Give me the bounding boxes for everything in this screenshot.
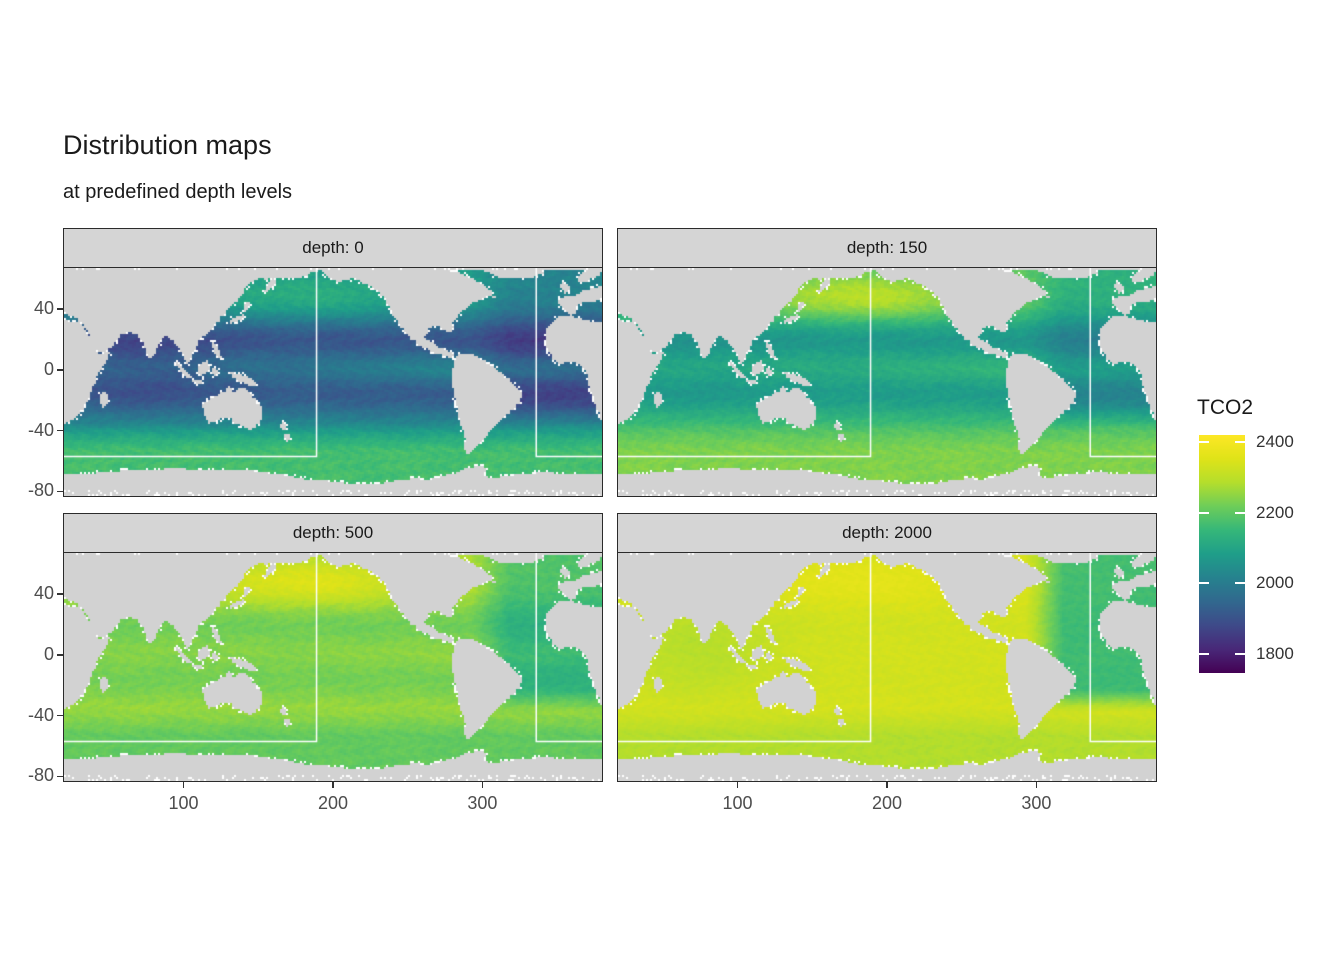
x-axis-tick-mark <box>332 782 334 788</box>
x-axis-tick-mark <box>1035 782 1038 788</box>
colorbar-tick-mark <box>1199 511 1209 514</box>
y-axis-tick-label: 40 <box>33 298 54 319</box>
x-axis-tick-label: 200 <box>317 793 349 813</box>
facet-strip-label: depth: 0 <box>302 238 364 257</box>
x-axis-tick-mark <box>736 782 739 788</box>
map-canvas-depth-500 <box>64 553 602 781</box>
colorbar-tick-label: 2400 <box>1256 432 1294 452</box>
facet-strip-depth-150: depth: 150 <box>617 228 1157 268</box>
x-axis-tick-mark <box>182 782 185 788</box>
x-axis-tick-label: 100 <box>168 793 199 813</box>
y-axis-tick-label: 0 <box>43 643 54 664</box>
y-axis-tick-mark <box>57 775 63 778</box>
colorbar-tick-mark <box>1199 582 1209 585</box>
map-canvas-depth-150 <box>618 268 1156 496</box>
facet-strip-depth-2000: depth: 2000 <box>617 513 1157 553</box>
y-axis-tick-label: -80 <box>27 765 54 786</box>
y-axis-tick-mark <box>57 429 63 432</box>
facet-strip-label: depth: 500 <box>292 523 374 542</box>
y-axis-tick-mark <box>57 714 63 717</box>
map-canvas-depth-2000 <box>618 553 1156 781</box>
y-axis-tick-label: 40 <box>33 583 54 604</box>
chart-subtitle: at predefined depth levels <box>63 181 293 203</box>
y-axis-tick-mark <box>57 593 63 595</box>
x-axis-tick-label: 200 <box>871 793 903 813</box>
y-axis-tick-label: -80 <box>27 480 54 501</box>
x-axis-tick-mark <box>481 782 484 788</box>
colorbar-tick-label: 2200 <box>1256 502 1294 522</box>
colorbar-tick-mark <box>1235 652 1245 655</box>
y-axis-tick-label: 0 <box>43 358 54 379</box>
y-axis-tick-mark <box>57 308 63 310</box>
colorbar-tick-label: 2000 <box>1256 573 1294 593</box>
colorbar-tick-mark <box>1235 582 1245 585</box>
x-axis-tick-label: 100 <box>722 793 753 813</box>
map-panel-depth-500 <box>63 552 603 782</box>
colorbar-tick-mark <box>1199 652 1209 655</box>
chart-title: Distribution maps <box>63 130 272 160</box>
facet-strip-depth-500: depth: 500 <box>63 513 603 553</box>
facet-strip-label: depth: 2000 <box>842 523 932 542</box>
colorbar-tick-mark <box>1235 441 1245 444</box>
map-panel-depth-150 <box>617 267 1157 497</box>
y-axis-tick-mark <box>57 490 63 493</box>
y-axis-tick-label: -40 <box>27 419 54 440</box>
map-canvas-depth-0 <box>64 268 602 496</box>
facet-strip-depth-0: depth: 0 <box>63 228 603 268</box>
colorbar-tick-label: 1800 <box>1256 643 1294 663</box>
y-axis-tick-mark <box>57 369 63 371</box>
colorbar-tick-mark <box>1199 441 1209 444</box>
y-axis-tick-label: -40 <box>27 704 54 725</box>
facet-strip-label: depth: 150 <box>846 238 928 257</box>
legend-title: TCO2 <box>1197 396 1254 419</box>
x-axis-tick-label: 300 <box>467 793 498 813</box>
y-axis-tick-mark <box>57 654 63 656</box>
x-axis-tick-label: 300 <box>1021 793 1052 813</box>
colorbar <box>1199 435 1245 673</box>
x-axis-tick-mark <box>886 782 888 788</box>
map-panel-depth-0 <box>63 267 603 497</box>
map-panel-depth-2000 <box>617 552 1157 782</box>
colorbar-tick-mark <box>1235 511 1245 514</box>
